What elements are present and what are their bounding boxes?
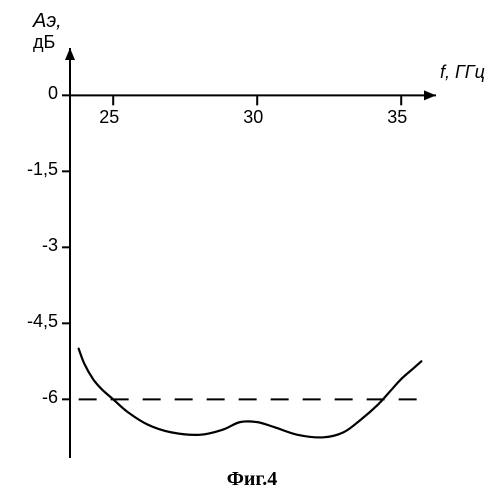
y-tick-label: -4,5 bbox=[27, 311, 58, 332]
y-axis-arrow bbox=[65, 48, 75, 60]
figure-caption: Фиг.4 bbox=[0, 468, 504, 491]
y-axis-label-line2: дБ bbox=[33, 32, 55, 53]
y-tick-label: -1,5 bbox=[27, 159, 58, 180]
figure-container: Aэ, дБ f, ГГц 0 -1,5 -3 -4,5 -6 25 30 35 Фиг.4 bbox=[0, 0, 504, 500]
x-axis-label: f, ГГц bbox=[440, 62, 485, 83]
y-tick-label: -3 bbox=[42, 235, 58, 256]
x-tick-label: 30 bbox=[243, 107, 263, 128]
y-tick-label: -6 bbox=[42, 387, 58, 408]
data-curve bbox=[79, 349, 422, 438]
plot-svg bbox=[0, 0, 504, 500]
x-axis-arrow bbox=[424, 90, 436, 100]
x-tick-label: 25 bbox=[99, 107, 119, 128]
y-axis-label-line1: Aэ, bbox=[33, 10, 62, 33]
x-tick-label: 35 bbox=[387, 107, 407, 128]
y-tick-label: 0 bbox=[48, 83, 58, 104]
